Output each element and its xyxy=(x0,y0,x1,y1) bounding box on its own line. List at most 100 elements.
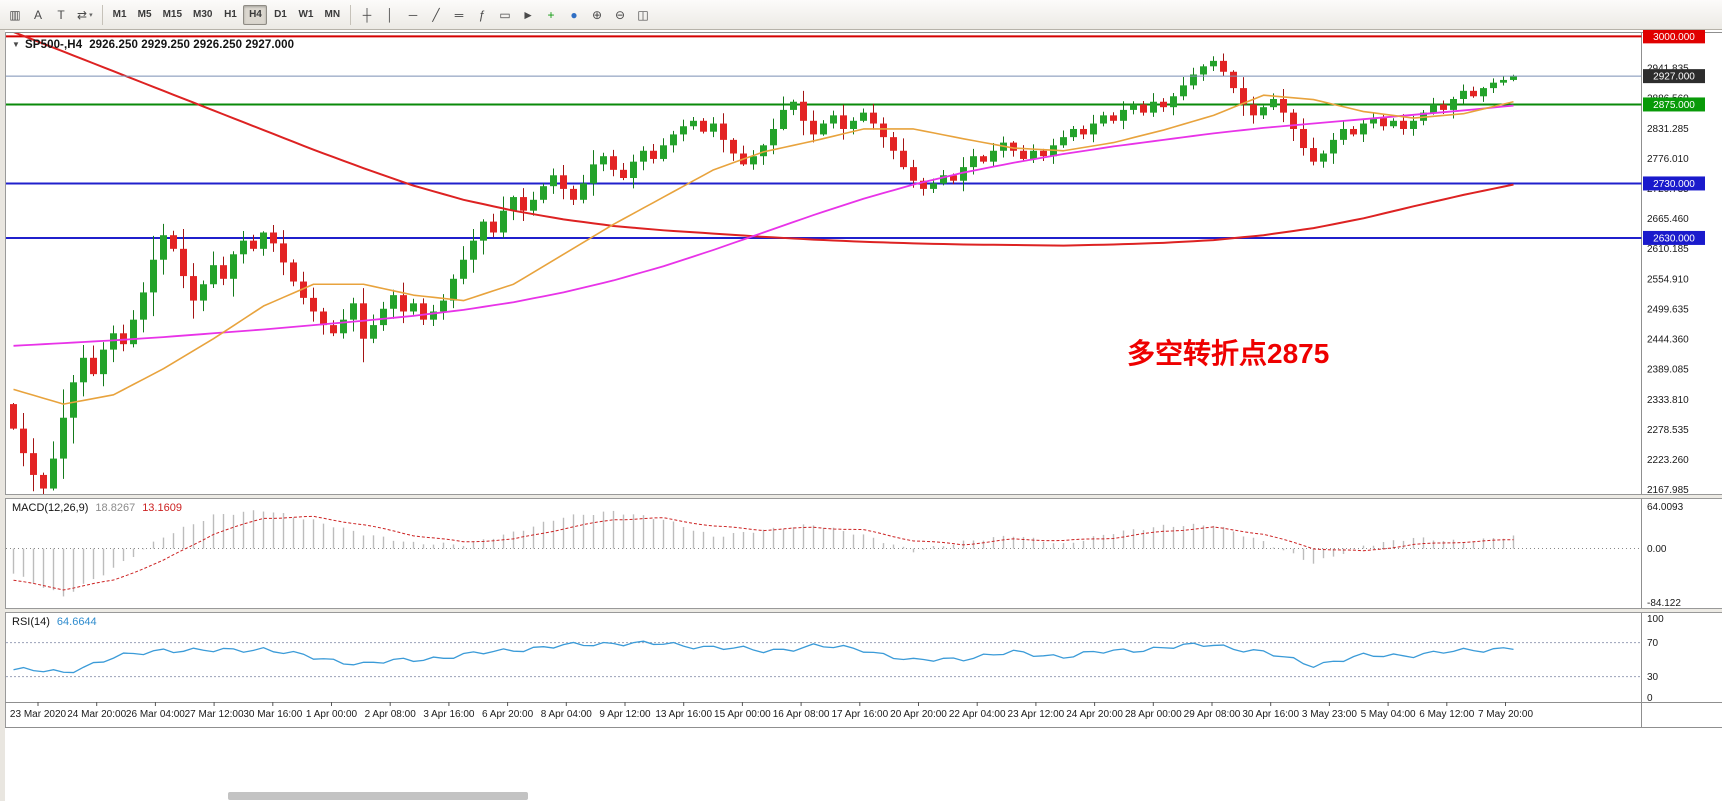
toolbar: ▥ A T ⇄ ▾ M1 M5 M15 M30 H1 H4 D1 W1 MN ┼ │ ─ ╱ ═ ƒ ▭ ► + ● ⊕ ⊖ ◫ xyxy=(0,0,1722,30)
time-axis-label: 26 Mar 04:00 xyxy=(126,709,185,720)
moving-averages xyxy=(13,33,1514,405)
timeframe-h1[interactable]: H1 xyxy=(224,9,237,20)
horizontal-lines[interactable] xyxy=(6,35,1642,239)
charts-menu-icon[interactable]: ▥ xyxy=(9,7,21,22)
price-axis-label: 2665.460 xyxy=(1647,214,1689,225)
refresh-icon[interactable]: ● xyxy=(570,7,578,22)
toolbar-separator xyxy=(350,4,352,25)
macd-indicator-name: MACD(12,26,9) xyxy=(12,502,89,514)
macd-panel: 64.0093 0.00 -84.122 xyxy=(6,502,1684,609)
vertical-line-icon[interactable]: │ xyxy=(386,7,394,22)
price-axis-label: 2389.085 xyxy=(1647,365,1689,376)
price-axis-label: 2499.635 xyxy=(1647,304,1689,315)
rsi-indicator-name: RSI(14) xyxy=(12,616,50,628)
price-axis-label: 2941.835 xyxy=(1647,64,1689,75)
hline-badge-label: 2730.000 xyxy=(1653,179,1695,190)
objects-list-icon[interactable]: ⇄ ▾ xyxy=(77,7,93,22)
cursor-a-icon[interactable]: A xyxy=(33,7,42,22)
chart-text-annotation[interactable]: 多空转折点2875 xyxy=(1127,338,1330,369)
bottom-scrollbar[interactable] xyxy=(228,792,528,800)
macd-axis-label: 0.00 xyxy=(1647,544,1667,555)
time-axis-label: 23 Apr 12:00 xyxy=(1008,709,1065,720)
horizontal-line-icon[interactable]: ─ xyxy=(408,7,418,22)
rsi-axis-label: 70 xyxy=(1647,638,1659,649)
timeframe-h4[interactable]: H4 xyxy=(243,4,268,25)
tile-windows-icon[interactable]: ◫ xyxy=(637,7,649,22)
rsi-panel: 100 70 30 0 xyxy=(6,614,1664,704)
price-axis-label: 2776.010 xyxy=(1647,154,1689,165)
macd-label: MACD(12,26,9) 18.8267 13.1609 xyxy=(12,502,182,514)
price-axis-label: 2610.185 xyxy=(1647,244,1689,255)
hline-badge xyxy=(1643,176,1705,191)
fibonacci-icon[interactable]: ƒ xyxy=(478,7,486,22)
time-axis-label: 9 Apr 12:00 xyxy=(599,709,651,720)
text-tool-icon[interactable]: T xyxy=(57,7,65,22)
timeframe-m15[interactable]: M15 xyxy=(162,9,183,20)
time-axis-label: 3 May 23:00 xyxy=(1302,709,1357,720)
time-axis-label: 27 Mar 12:00 xyxy=(185,709,244,720)
rsi-value: 64.6644 xyxy=(56,616,97,628)
rsi-line xyxy=(13,640,1514,674)
panel-splitter[interactable] xyxy=(5,494,1722,499)
chart-symbol-period: SP500-,H4 xyxy=(25,39,83,51)
hline-badge xyxy=(1643,97,1705,112)
trendline-icon[interactable]: ╱ xyxy=(432,7,440,22)
time-axis-label: 22 Apr 04:00 xyxy=(949,709,1006,720)
chart-frame xyxy=(5,32,1722,728)
hline-badge xyxy=(1643,29,1705,44)
crosshair-icon[interactable]: ┼ xyxy=(362,7,372,22)
time-axis-label: 29 Apr 08:00 xyxy=(1184,709,1241,720)
zoom-in-icon[interactable]: ⊕ xyxy=(592,7,603,22)
price-axis-label: 2554.910 xyxy=(1647,274,1689,285)
arrow-tool-icon[interactable]: ► xyxy=(522,7,534,22)
price-axis-label: 2223.260 xyxy=(1647,455,1689,466)
price-axis-label: 2278.535 xyxy=(1647,425,1689,436)
timeframe-m5[interactable]: M5 xyxy=(137,9,152,20)
timeframe-m30[interactable]: M30 xyxy=(193,9,213,20)
new-order-icon[interactable]: + xyxy=(547,7,555,22)
chart-ohlc-values: 2926.250 2929.250 2926.250 2927.000 xyxy=(89,39,295,51)
panel-splitter[interactable] xyxy=(5,608,1722,613)
toolbar-separator xyxy=(101,4,103,25)
hline-badge-label: 3000.000 xyxy=(1653,32,1695,43)
time-axis-label: 1 Apr 00:00 xyxy=(306,709,358,720)
price-axis-label: 2167.985 xyxy=(1647,485,1689,496)
macd-main-value: 18.8267 xyxy=(95,502,136,514)
time-axis-label: 16 Apr 08:00 xyxy=(773,709,830,720)
chart-header: ▼ SP500-,H4 2926.250 2929.250 2926.250 292… xyxy=(12,39,294,51)
timeframe-m1[interactable]: M1 xyxy=(112,9,127,20)
time-axis[interactable]: 23 Mar 2020 24 Mar 20:00 26 Mar 04:00 27 Ma… xyxy=(10,702,1534,720)
macd-signal-value: 13.1609 xyxy=(142,502,182,514)
time-axis-label: 5 May 04:00 xyxy=(1361,709,1416,720)
current-price-badge-label: 2927.000 xyxy=(1653,72,1695,83)
time-axis-label: 23 Mar 2020 xyxy=(10,709,67,720)
time-axis-label: 15 Apr 00:00 xyxy=(714,709,771,720)
one-click-trading-icon[interactable]: ▼ xyxy=(12,40,21,49)
timeframe-d1[interactable]: D1 xyxy=(274,9,287,20)
price-axis[interactable]: 2941.8352886.5602831.2852776.0102720.735… xyxy=(1643,29,1705,496)
current-price-badge xyxy=(1643,69,1705,84)
rsi-axis-label: 0 xyxy=(1647,693,1653,704)
timeframe-mn[interactable]: MN xyxy=(324,9,341,20)
time-axis-label: 6 May 12:00 xyxy=(1419,709,1474,720)
timeframe-w1[interactable]: W1 xyxy=(298,9,314,20)
macd-axis-label: 64.0093 xyxy=(1647,502,1684,513)
candles xyxy=(10,53,1517,494)
time-axis-label: 30 Mar 16:00 xyxy=(243,709,302,720)
time-axis-label: 20 Apr 20:00 xyxy=(890,709,947,720)
equidistant-channel-icon[interactable]: ═ xyxy=(454,7,464,22)
window-border-left xyxy=(0,30,5,801)
zoom-out-icon[interactable]: ⊖ xyxy=(615,7,626,22)
time-axis-label: 24 Mar 20:00 xyxy=(67,709,126,720)
hline-badge xyxy=(1643,230,1705,245)
time-axis-label: 6 Apr 20:00 xyxy=(482,709,534,720)
rsi-axis-label: 100 xyxy=(1647,614,1664,625)
shapes-icon[interactable]: ▭ xyxy=(499,7,511,22)
price-axis-label: 2831.285 xyxy=(1647,124,1689,135)
hline-badge-label: 2630.000 xyxy=(1653,233,1695,244)
time-axis-label: 30 Apr 16:00 xyxy=(1242,709,1299,720)
time-axis-label: 24 Apr 20:00 xyxy=(1066,709,1123,720)
macd-signal-line xyxy=(13,515,1514,591)
